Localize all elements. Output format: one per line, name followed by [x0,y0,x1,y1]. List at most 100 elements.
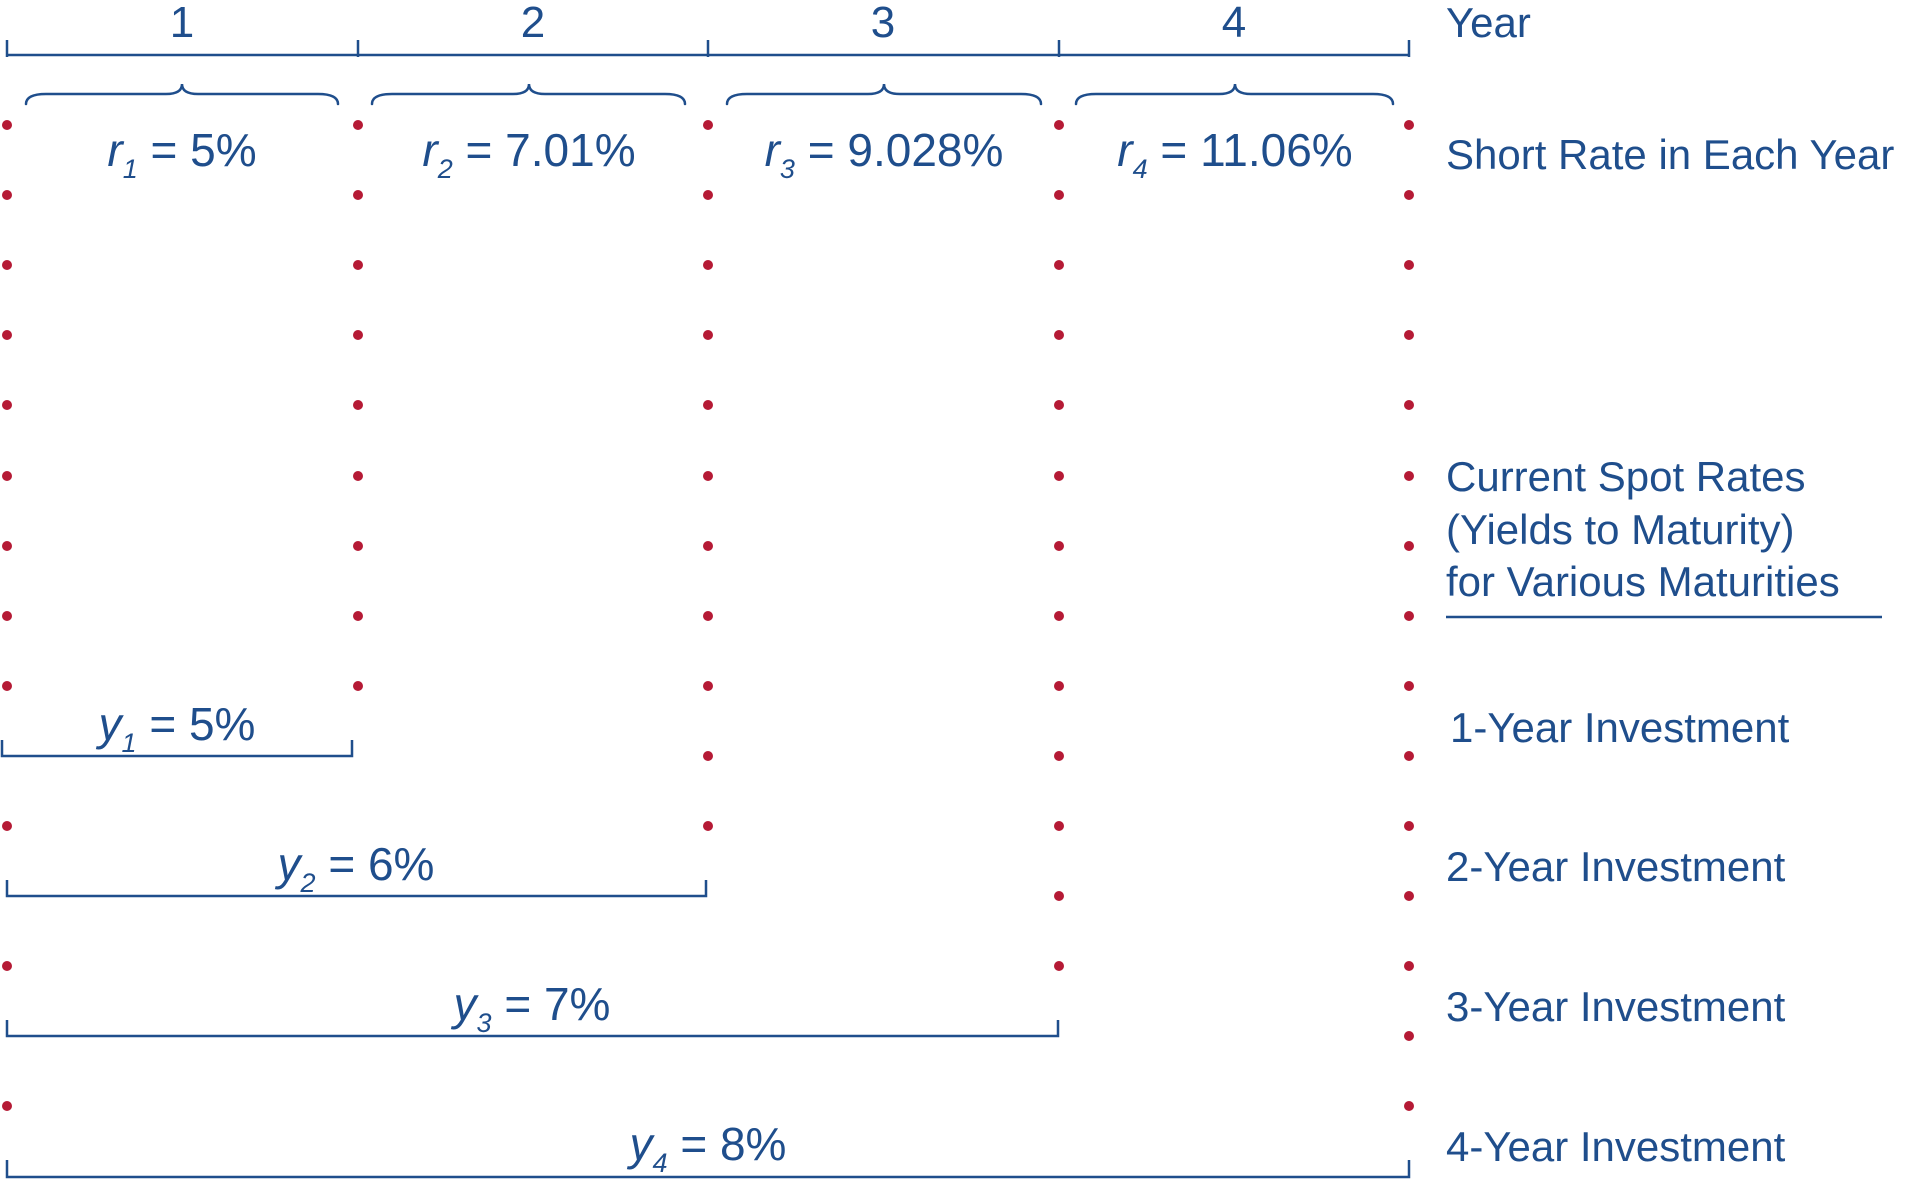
boundary-dot [2,961,12,971]
short-rate-value: = 11.06% [1148,124,1353,176]
investment-label-3-year: 3-Year Investment [1446,983,1786,1030]
boundary-dot [1404,1031,1414,1041]
short-rate-row-label: Short Rate in Each Year [1446,131,1894,178]
spot-rate-subscript: 4 [653,1148,668,1178]
boundary-dot [1054,260,1064,270]
boundary-dot [703,260,713,270]
spot-rate-2: y2 = 6% [275,838,435,898]
boundary-dot [703,190,713,200]
short-rate-4: r4 = 11.06% [1117,124,1352,184]
year-axis [5,40,1411,57]
brace-year-1 [24,83,340,106]
short-rate-value: = 5% [138,124,257,176]
short-rate-subscript: 2 [437,154,453,184]
boundary-dot [703,541,713,551]
boundary-dot [1054,330,1064,340]
boundary-dot [1404,471,1414,481]
boundary-dot [1404,821,1414,831]
spot-rate-value: = 8% [668,1118,787,1170]
boundary-dot [1404,1101,1414,1111]
boundary-dot [1054,120,1064,130]
spot-rate-value: = 7% [492,978,611,1030]
boundary-dot [353,190,363,200]
boundary-dot [1054,611,1064,621]
investment-label-1-year: 1-Year Investment [1450,704,1790,751]
boundary-dot [1054,471,1064,481]
boundary-dot [1404,190,1414,200]
year-number-3: 3 [871,0,895,47]
short-rate-symbol: r [1117,124,1134,176]
short-rate-subscript: 3 [780,154,795,184]
spot-rates-heading-line-2: (Yields to Maturity) [1446,506,1795,553]
boundary-dot [1404,611,1414,621]
investment-label-4-year: 4-Year Investment [1446,1123,1786,1170]
short-rate-subscript: 1 [123,154,138,184]
spot-rate-4: y4 = 8% [627,1118,787,1178]
boundary-dot [703,821,713,831]
brace-year-3 [725,83,1043,106]
short-rate-value: = 9.028% [795,124,1003,176]
boundary-dot [353,471,363,481]
boundary-dot [353,541,363,551]
year-number-1: 1 [170,0,194,47]
short-rate-3: r3 = 9.028% [765,124,1004,184]
boundary-dot [1054,190,1064,200]
short-rate-subscript: 4 [1133,154,1148,184]
boundary-dot [353,120,363,130]
boundary-dot [703,611,713,621]
boundary-dot [1054,821,1064,831]
boundary-dot [1054,961,1064,971]
boundary-dot [353,681,363,691]
short-rate-symbol: r [107,124,124,176]
bracket-1-year [0,740,354,758]
bracket-2-year [5,880,708,898]
bracket-4-year [5,1160,1411,1179]
boundary-dot [1404,330,1414,340]
investment-label-2-year: 2-Year Investment [1446,843,1786,890]
short-rate-symbol: r [422,124,439,176]
boundary-dot [2,1101,12,1111]
boundary-dot [1404,120,1414,130]
boundary-dot [353,611,363,621]
spot-rate-value: = 5% [137,698,256,750]
boundary-dot [2,611,12,621]
boundary-dot [1404,751,1414,761]
boundary-dot [703,120,713,130]
boundary-dot [1404,891,1414,901]
boundary-dot [1054,400,1064,410]
boundary-dot [703,751,713,761]
year-axis-label: Year [1446,0,1531,46]
boundary-dot [703,471,713,481]
boundary-dot [353,400,363,410]
dotted-year-boundaries [2,120,1414,1111]
boundary-dot [2,330,12,340]
spot-rate-symbol: y [96,698,125,750]
investment-brackets [0,740,1411,1179]
boundary-dot [1054,751,1064,761]
boundary-dot [2,681,12,691]
boundary-dot [1404,400,1414,410]
spot-rate-subscript: 1 [122,728,137,758]
spot-rate-subscript: 3 [477,1008,492,1038]
boundary-dot [703,681,713,691]
boundary-dot [1054,681,1064,691]
spot-rate-1: y1 = 5% [96,698,256,758]
boundary-dot [1054,891,1064,901]
boundary-dot [2,541,12,551]
boundary-dot [1404,681,1414,691]
boundary-dot [2,400,12,410]
short-rate-symbol: r [765,124,782,176]
spot-rate-subscript: 2 [300,868,316,898]
spot-rate-symbol: y [451,978,480,1030]
spot-rates-heading-line-3: for Various Maturities [1446,558,1840,605]
year-number-4: 4 [1222,0,1246,47]
boundary-dot [1054,541,1064,551]
short-rate-value: = 7.01% [453,124,636,176]
year-number-2: 2 [521,0,545,47]
spot-rate-3: y3 = 7% [451,978,611,1038]
spot-rate-symbol: y [627,1118,656,1170]
boundary-dot [1404,541,1414,551]
boundary-dot [2,190,12,200]
spot-rates-heading-line-1: Current Spot Rates [1446,453,1806,500]
